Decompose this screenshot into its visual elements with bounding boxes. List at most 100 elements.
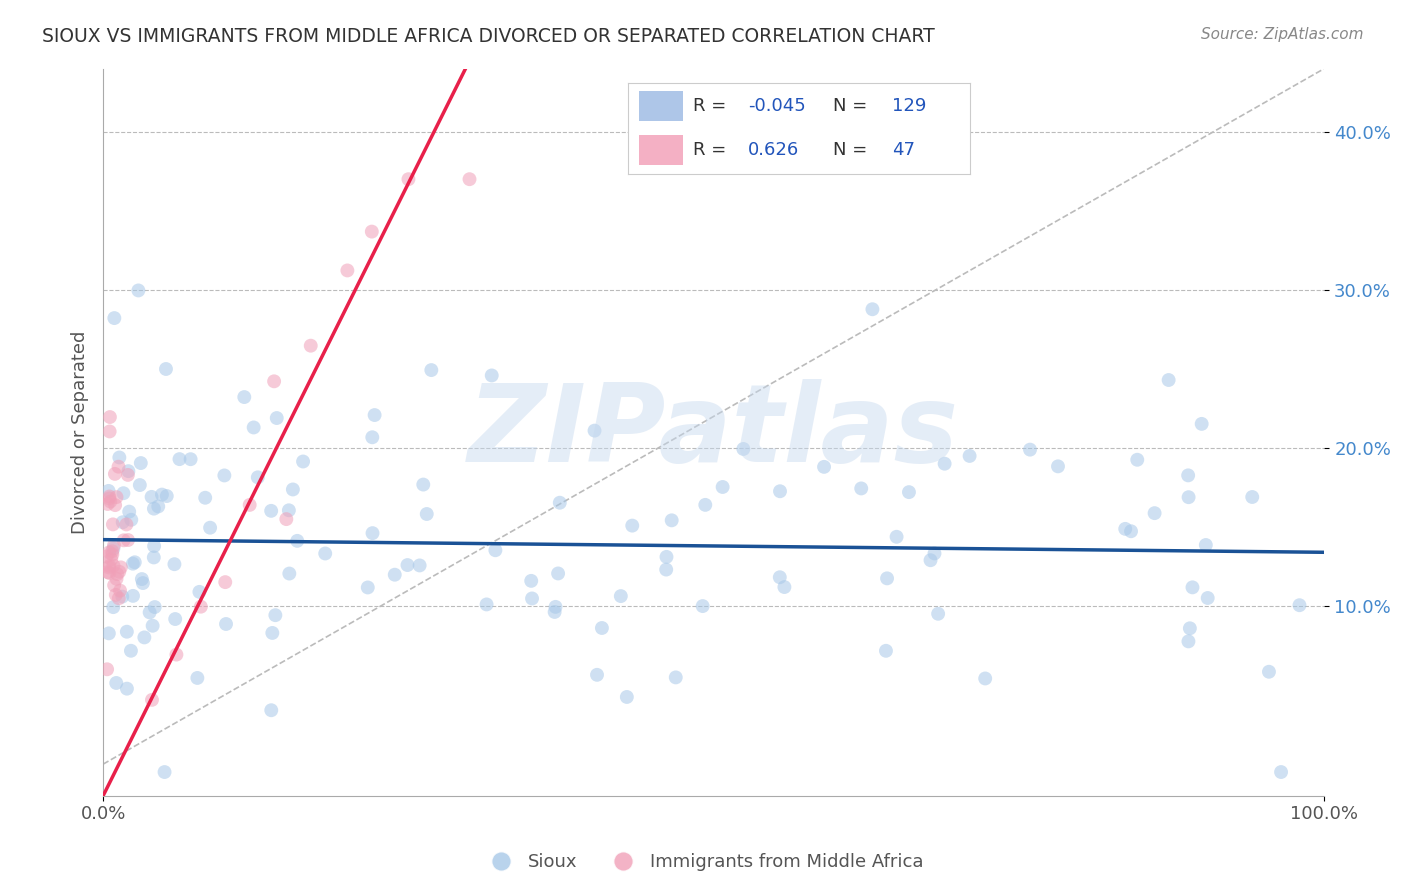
Point bbox=[396, 558, 419, 572]
Point bbox=[115, 517, 138, 532]
Point bbox=[260, 504, 283, 518]
Point bbox=[138, 606, 160, 620]
Point bbox=[1143, 506, 1166, 520]
Point bbox=[1258, 665, 1281, 679]
Point bbox=[122, 589, 145, 603]
Point bbox=[458, 172, 481, 186]
Point bbox=[143, 600, 166, 615]
Point bbox=[103, 311, 125, 326]
Point bbox=[169, 452, 191, 467]
Point bbox=[246, 470, 269, 484]
Point bbox=[292, 454, 315, 468]
Point bbox=[363, 408, 385, 422]
Point bbox=[1197, 591, 1219, 605]
Y-axis label: Divorced or Separated: Divorced or Separated bbox=[72, 330, 89, 533]
Point bbox=[98, 425, 121, 439]
Point bbox=[165, 648, 187, 662]
Point bbox=[299, 339, 322, 353]
Point bbox=[96, 662, 118, 676]
Point bbox=[1288, 598, 1310, 612]
Point bbox=[180, 452, 202, 467]
Point bbox=[263, 374, 285, 388]
Point bbox=[141, 693, 163, 707]
Point bbox=[484, 543, 506, 558]
Point bbox=[107, 459, 129, 474]
Point bbox=[276, 512, 298, 526]
Point bbox=[103, 600, 125, 615]
Point bbox=[360, 225, 382, 239]
Point bbox=[165, 612, 187, 626]
Point bbox=[412, 477, 434, 491]
Point bbox=[927, 607, 949, 621]
Point bbox=[1270, 765, 1292, 780]
Point bbox=[1181, 580, 1204, 594]
Point bbox=[547, 566, 569, 581]
Point bbox=[277, 503, 299, 517]
Point bbox=[128, 478, 150, 492]
Point bbox=[98, 545, 121, 559]
Point bbox=[242, 420, 264, 434]
Point bbox=[586, 668, 609, 682]
Point bbox=[281, 483, 304, 497]
Point bbox=[1114, 522, 1136, 536]
Point bbox=[132, 576, 155, 591]
Point bbox=[616, 690, 638, 704]
Point bbox=[233, 390, 256, 404]
Point bbox=[97, 626, 120, 640]
Point bbox=[97, 565, 120, 579]
Point bbox=[98, 491, 121, 506]
Point bbox=[98, 494, 121, 508]
Point bbox=[260, 703, 283, 717]
Point bbox=[1177, 490, 1199, 504]
Point bbox=[124, 555, 146, 569]
Point bbox=[111, 515, 134, 529]
Point bbox=[1157, 373, 1180, 387]
Point bbox=[876, 571, 898, 585]
Point bbox=[655, 563, 678, 577]
Point bbox=[665, 670, 688, 684]
Point bbox=[733, 442, 755, 456]
Point bbox=[98, 490, 121, 504]
Point bbox=[934, 457, 956, 471]
Point bbox=[361, 526, 384, 541]
Point bbox=[416, 507, 439, 521]
Point bbox=[420, 363, 443, 377]
Point bbox=[974, 672, 997, 686]
Point bbox=[544, 599, 567, 614]
Point bbox=[959, 449, 981, 463]
Text: SIOUX VS IMMIGRANTS FROM MIDDLE AFRICA DIVORCED OR SEPARATED CORRELATION CHART: SIOUX VS IMMIGRANTS FROM MIDDLE AFRICA D… bbox=[42, 27, 935, 45]
Point bbox=[408, 558, 430, 573]
Point bbox=[1177, 634, 1199, 648]
Point bbox=[97, 483, 120, 498]
Point bbox=[1177, 468, 1199, 483]
Point bbox=[156, 489, 179, 503]
Point bbox=[188, 585, 211, 599]
Point bbox=[104, 588, 127, 602]
Point bbox=[813, 459, 835, 474]
Point bbox=[101, 544, 124, 558]
Point bbox=[153, 765, 176, 780]
Point bbox=[711, 480, 734, 494]
Point bbox=[129, 456, 152, 470]
Point bbox=[336, 263, 359, 277]
Point bbox=[127, 284, 149, 298]
Point bbox=[105, 567, 128, 582]
Point bbox=[117, 533, 139, 547]
Point bbox=[695, 498, 717, 512]
Point bbox=[107, 591, 129, 606]
Point bbox=[481, 368, 503, 383]
Point bbox=[897, 485, 920, 500]
Point bbox=[98, 566, 121, 580]
Point bbox=[98, 410, 121, 425]
Point bbox=[215, 617, 238, 632]
Point bbox=[692, 599, 714, 613]
Point bbox=[264, 608, 287, 623]
Text: ZIPatlas: ZIPatlas bbox=[468, 379, 959, 485]
Point bbox=[115, 681, 138, 696]
Point bbox=[100, 552, 122, 566]
Point bbox=[131, 572, 153, 586]
Point bbox=[314, 547, 336, 561]
Point bbox=[591, 621, 613, 635]
Point bbox=[239, 498, 262, 512]
Point bbox=[262, 626, 284, 640]
